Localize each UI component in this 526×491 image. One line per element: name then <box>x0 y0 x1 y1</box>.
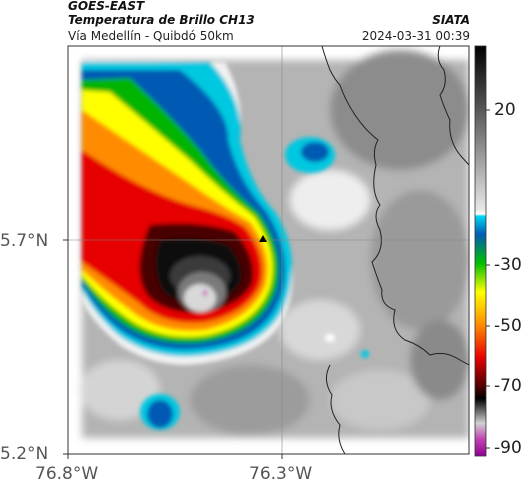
department-border <box>437 46 469 166</box>
colorbar-ticks <box>486 109 490 449</box>
latitude-label: 5.2°N <box>0 444 49 464</box>
timestamp-label: 2024-03-31 00:39 <box>361 29 470 43</box>
product-title: Temperatura de Brillo CH13 <box>68 13 255 27</box>
colorbar-tick-label: -50 <box>494 316 522 336</box>
borders-layer <box>321 46 469 454</box>
colorbar <box>474 45 487 457</box>
triangle-marker <box>259 235 267 242</box>
organization-label: SIATA <box>432 13 470 27</box>
colorbar-tick-label: 20 <box>494 100 516 120</box>
cloud-field <box>68 46 469 454</box>
map-frame <box>67 45 470 455</box>
river-line <box>326 364 346 454</box>
longitude-label: 76.8°W <box>35 464 99 484</box>
colorbar-tick-label: -30 <box>494 255 522 275</box>
area-subtitle: Vía Medellín - Quibdó 50km <box>68 29 234 43</box>
colorbar-tick-label: -90 <box>494 438 522 458</box>
colorbar-tick-label: -70 <box>494 376 522 396</box>
satellite-title: GOES-EAST <box>68 0 145 13</box>
department-border <box>321 46 469 366</box>
longitude-label: 76.3°W <box>249 464 313 484</box>
latitude-label: 5.7°N <box>0 231 49 251</box>
